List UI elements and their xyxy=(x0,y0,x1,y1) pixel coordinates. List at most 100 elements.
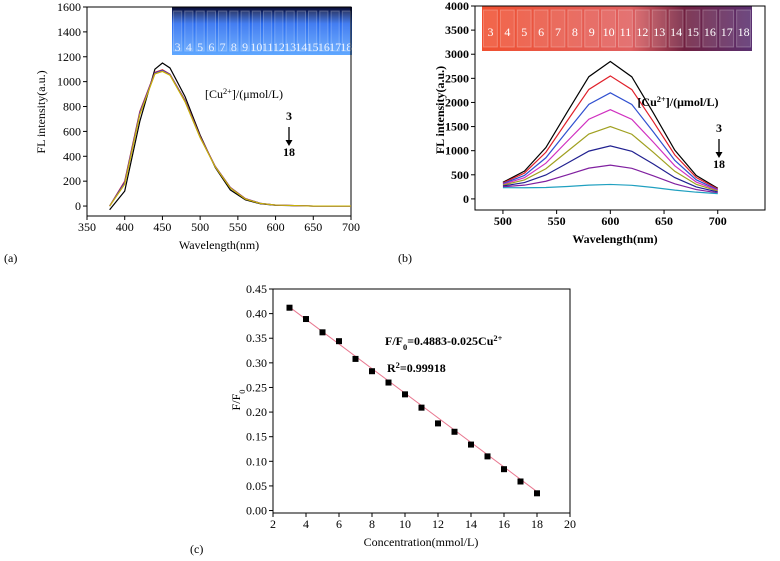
data-point xyxy=(402,391,408,398)
x-tick-label: 500 xyxy=(191,220,209,234)
vial-label: 8 xyxy=(572,25,578,39)
vial-label: 5 xyxy=(197,40,203,54)
panel-label: (a) xyxy=(4,251,17,265)
spectrum-line xyxy=(109,70,351,207)
panel-label: (c) xyxy=(190,542,203,556)
legend-title: [Cu2+]/(μmol/L) xyxy=(205,87,283,102)
y-tick-label: 0.15 xyxy=(246,430,267,444)
vial xyxy=(218,10,228,52)
x-tick-label: 350 xyxy=(78,220,96,234)
vial xyxy=(584,9,600,48)
data-point xyxy=(451,428,458,435)
range-end: 18 xyxy=(713,157,725,171)
y-tick-label: 0.00 xyxy=(246,504,267,518)
y-tick-label: 3000 xyxy=(445,47,469,61)
vial-label: 18 xyxy=(738,25,750,39)
vial-label: 13 xyxy=(653,25,665,39)
data-point xyxy=(336,338,342,345)
vial xyxy=(296,10,306,52)
vial-label: 4 xyxy=(186,40,192,54)
x-tick-label: 12 xyxy=(432,517,444,531)
arrow-head xyxy=(715,152,723,158)
x-tick-label: 14 xyxy=(465,517,477,531)
x-tick-label: 6 xyxy=(336,517,342,531)
r-squared-part: =0.99918 xyxy=(400,361,446,375)
legend-title-part: 2+ xyxy=(223,87,232,96)
y-tick-label: 1000 xyxy=(445,144,469,158)
vial xyxy=(483,9,498,48)
vial xyxy=(206,10,216,52)
vial xyxy=(516,9,532,48)
vial-label: 14 xyxy=(295,40,307,54)
spectrum-line xyxy=(502,60,719,189)
y-tick-label: 1200 xyxy=(57,50,81,64)
spectrum-line xyxy=(502,183,718,195)
fit-line xyxy=(289,306,538,493)
y-axis-label: FL intensity(a.u.) xyxy=(433,66,447,154)
y-tick-label: 4000 xyxy=(445,0,469,13)
x-tick-label: 2 xyxy=(270,517,276,531)
y-tick-label: 0.30 xyxy=(246,356,267,370)
vial-label: 7 xyxy=(220,40,226,54)
fit-equation-part: 2+ xyxy=(493,334,502,343)
legend-title-part: 2+ xyxy=(657,95,666,104)
x-tick-label: 600 xyxy=(601,214,619,228)
data-point xyxy=(286,304,293,311)
plot-frame xyxy=(86,6,352,217)
data-point xyxy=(385,379,392,386)
vial-label: 17 xyxy=(721,25,733,39)
legend-title-part: ]/(μmol/L) xyxy=(232,87,283,101)
vial-label: 13 xyxy=(284,40,296,54)
vial xyxy=(634,9,650,48)
vial xyxy=(263,10,273,52)
y-axis-label: F/F0 xyxy=(229,390,247,411)
x-tick-label: 550 xyxy=(229,220,247,234)
vial-photo xyxy=(482,6,752,51)
y-tick-label: 1000 xyxy=(57,75,81,89)
x-axis-label: Wavelength(nm) xyxy=(572,232,657,246)
vial-label: 16 xyxy=(704,25,716,39)
vial-label: 10 xyxy=(250,40,262,54)
x-axis-label: Concentration(mmol/L) xyxy=(364,535,479,549)
x-tick-label: 20 xyxy=(564,517,576,531)
data-point xyxy=(501,466,507,473)
spectrum-line xyxy=(502,164,718,194)
y-tick-label: 0.20 xyxy=(246,405,267,419)
vial xyxy=(601,9,616,48)
y-axis-label-part: F/F xyxy=(229,393,243,410)
vial-label: 3 xyxy=(487,25,493,39)
vial-label: 18 xyxy=(340,40,352,54)
vial xyxy=(668,9,684,48)
data-point xyxy=(352,355,359,362)
y-tick-label: 0 xyxy=(463,192,469,206)
x-tick-label: 700 xyxy=(342,220,360,234)
x-tick-label: 650 xyxy=(304,220,322,234)
y-tick-label: 0.35 xyxy=(246,331,267,345)
vial xyxy=(702,9,718,48)
data-point xyxy=(468,441,474,448)
fit-equation-part: =0.4883-0.025Cu xyxy=(407,334,494,348)
y-tick-label: 1400 xyxy=(57,25,81,39)
legend-title-part: ]/(μmol/L) xyxy=(666,95,719,109)
legend-title-part: [Cu xyxy=(637,95,657,109)
x-tick-label: 400 xyxy=(116,220,134,234)
vial-label: 15 xyxy=(687,25,699,39)
vial-label: 15 xyxy=(307,40,319,54)
y-tick-label: 1600 xyxy=(57,0,81,14)
y-tick-label: 800 xyxy=(63,100,81,114)
spectrum-line xyxy=(502,92,718,191)
x-tick-label: 700 xyxy=(709,214,727,228)
range-start: 3 xyxy=(716,121,722,135)
vial-label: 11 xyxy=(262,40,274,54)
vial-label: 17 xyxy=(329,40,341,54)
y-tick-label: 200 xyxy=(63,174,81,188)
vial xyxy=(229,10,239,52)
x-tick-label: 550 xyxy=(548,214,566,228)
vial xyxy=(240,10,250,52)
y-tick-label: 0 xyxy=(75,199,81,213)
y-tick-label: 0.40 xyxy=(246,307,267,321)
panel-label: (b) xyxy=(398,251,412,265)
spectrum-line xyxy=(502,125,718,192)
vial xyxy=(719,9,735,48)
plot-frame xyxy=(272,288,571,514)
